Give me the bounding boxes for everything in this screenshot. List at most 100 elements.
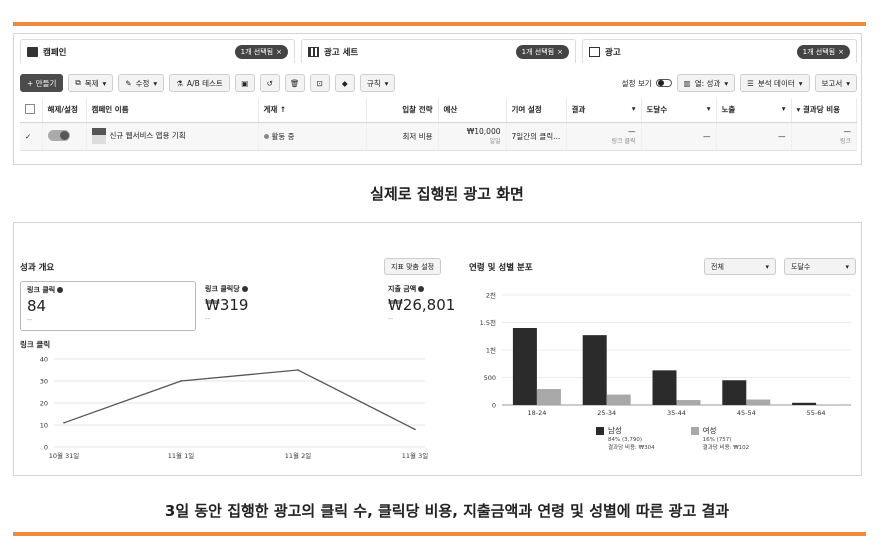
tag-button[interactable]: ◆ <box>334 74 355 92</box>
close-icon: × <box>838 47 844 56</box>
y-tick-label: 40 <box>40 356 48 364</box>
x-tick-label: 55-64 <box>807 409 826 417</box>
columns-icon: ▥ <box>683 78 691 88</box>
ab-test-button[interactable]: ⚗ A/B 테스트 <box>169 74 230 92</box>
performance-panel: 성과 개요 지표 맞춤 설정 링크 클릭 84 -- 링크 클릭당 ₩319 -… <box>13 222 862 476</box>
info-icon <box>418 286 425 292</box>
columns-button[interactable]: ▥ 열: 성과 ▾ <box>676 74 736 92</box>
row-budget: ₩10,000 일일 <box>438 122 507 151</box>
chevron-down-icon: ▾ <box>631 104 636 114</box>
trash-icon: 🗑 <box>290 78 300 88</box>
table-row[interactable]: ✓ 신규 웹서비스 앱용 기획 활동 중 최저 비용 ₩10,000 일일 7일간… <box>20 122 857 151</box>
col-reach[interactable]: 도달수 ▾ <box>641 98 717 123</box>
view-setting-toggle[interactable]: 설정 보기 <box>622 78 672 89</box>
y-tick-label: 0 <box>492 402 496 410</box>
data-point <box>297 369 299 371</box>
selected-pill[interactable]: 1개 선택됨 × <box>515 44 569 59</box>
metric-card-selected[interactable]: 링크 클릭 84 -- <box>20 281 196 331</box>
bar-male <box>652 370 677 405</box>
lock-button[interactable]: ⊡ <box>309 74 330 92</box>
col-attribution[interactable]: 기여 설정 <box>506 98 567 123</box>
ad-thumbnail <box>91 128 106 144</box>
trash-icon: ▣ <box>241 78 249 88</box>
close-icon: × <box>557 47 563 56</box>
row-checkbox[interactable]: ✓ <box>20 122 43 151</box>
toolbar: + 만들기 ⧉ 복제 ▾ ✎ 수정 ▾ ⚗ A/B 테스트 ▣ ↺ 🗑 ⊡ ◆ 규칙 ▾ 설… <box>20 73 857 93</box>
x-tick-label: 11월 3일 <box>402 451 428 460</box>
campaign-table: 해제/설정 캠페인 이름 게재 ↑ 입찰 전략 예산 기여 설정 결과 ▾ 도달수… <box>20 98 857 151</box>
caption-top: 실제로 집행된 광고 화면 <box>370 185 524 203</box>
col-name[interactable]: 캠페인 이름 <box>86 98 259 123</box>
tab-label: 캠페인 <box>43 47 67 58</box>
folder-icon <box>27 46 38 57</box>
row-name[interactable]: 신규 웹서비스 앱용 기획 <box>86 122 259 151</box>
chevron-down-icon: ▾ <box>153 78 158 88</box>
create-button[interactable]: + 만들기 <box>20 74 64 92</box>
bar-male <box>792 402 817 405</box>
page-icon <box>589 46 600 57</box>
metric-link-clicks: 링크 클릭 84 -- <box>27 285 64 324</box>
bar-female <box>746 399 771 405</box>
pencil-icon: ✎ <box>125 78 132 88</box>
caption-bottom: 3일 동안 집행한 광고의 클릭 수, 클릭당 비용, 지출금액과 연령 및 성… <box>164 502 730 520</box>
performance-title: 성과 개요 <box>20 263 55 273</box>
row-toggle[interactable] <box>42 122 87 151</box>
series-line <box>63 369 416 430</box>
level-tabs: 캠페인 1개 선택됨 × 광고 세트 1개 선택됨 × 광고 1개 선택됨 × <box>20 39 857 65</box>
metric-dropdown[interactable]: 도달수 ▾ <box>784 258 856 275</box>
reports-button[interactable]: 보고서 ▾ <box>814 74 857 92</box>
legend-swatch <box>596 426 604 435</box>
col-impressions[interactable]: 노출 ▾ <box>716 98 792 123</box>
data-point <box>414 428 416 431</box>
delete-icon-button[interactable]: ▣ <box>234 74 255 92</box>
chevron-down-icon: ▾ <box>845 262 849 271</box>
bar-male <box>722 380 747 405</box>
select-all-cell[interactable] <box>20 98 43 123</box>
selected-pill[interactable]: 1개 선택됨 × <box>796 44 850 59</box>
y-tick-label: 30 <box>40 378 48 386</box>
rules-button[interactable]: 규칙 ▾ <box>359 74 396 92</box>
x-tick-label: 25-34 <box>597 409 616 417</box>
y-tick-label: 0 <box>44 444 48 452</box>
trash-button[interactable]: 🗑 <box>284 74 305 92</box>
col-cost-per-result[interactable]: ▾ 결과당 비용 <box>791 98 857 123</box>
tab-adset[interactable]: 광고 세트 1개 선택됨 × <box>301 39 576 63</box>
row-attribution: 7일간의 클릭... <box>506 122 567 151</box>
tab-label: 광고 세트 <box>324 47 359 58</box>
info-icon <box>241 286 248 292</box>
y-tick-label: 1.5천 <box>480 318 496 327</box>
row-cpr: — 링크 <box>791 122 857 151</box>
chevron-down-icon: ▾ <box>102 78 107 88</box>
chevron-down-icon: ▾ <box>846 78 850 88</box>
y-tick-label: 500 <box>484 374 496 382</box>
metric-cost-per-click[interactable]: 링크 클릭당 ₩319 -- <box>205 285 249 323</box>
undo-icon: ↺ <box>266 78 273 88</box>
metric-setting-button[interactable]: 지표 맞춤 설정 <box>384 258 442 275</box>
breakdown-button[interactable]: ☰ 분석 데이터 ▾ <box>740 74 810 92</box>
bar-female <box>816 404 841 405</box>
row-impressions: — <box>716 122 792 151</box>
legend-item-female: 여성 16% (757) 결과당 비용: ₩102 <box>690 425 749 452</box>
copy-button[interactable]: ⧉ 복제 ▾ <box>68 74 114 92</box>
tab-campaign[interactable]: 캠페인 1개 선택됨 × <box>20 39 295 63</box>
col-budget[interactable]: 예산 <box>438 98 507 123</box>
col-delivery[interactable]: 게재 ↑ <box>258 98 367 123</box>
bar-female <box>536 389 561 405</box>
chevron-down-icon: ▾ <box>798 78 803 88</box>
bar-legend: 남성 84% (3,790) 결과당 비용: ₩304 여성 16% (757)… <box>596 425 749 452</box>
lock-icon: ⊡ <box>316 78 323 88</box>
col-bid[interactable]: 입찰 전략 <box>366 98 439 123</box>
chevron-down-icon: ▾ <box>796 105 803 115</box>
bar-female <box>676 400 701 405</box>
metric-amount-spent[interactable]: 지출 금액 ₩26,801 -- <box>388 285 456 323</box>
gender-dropdown[interactable]: 전체 ▾ <box>704 258 776 275</box>
y-tick-label: 1천 <box>486 346 496 355</box>
edit-button[interactable]: ✎ 수정 ▾ <box>118 74 165 92</box>
col-toggle[interactable]: 해제/설정 <box>42 98 87 123</box>
col-results[interactable]: 결과 ▾ <box>566 98 642 123</box>
chevron-down-icon: ▾ <box>724 78 729 88</box>
selected-pill[interactable]: 1개 선택됨 × <box>234 44 288 59</box>
undo-button[interactable]: ↺ <box>259 74 280 92</box>
tab-ad[interactable]: 광고 1개 선택됨 × <box>582 39 857 63</box>
y-tick-label: 2천 <box>486 291 496 300</box>
